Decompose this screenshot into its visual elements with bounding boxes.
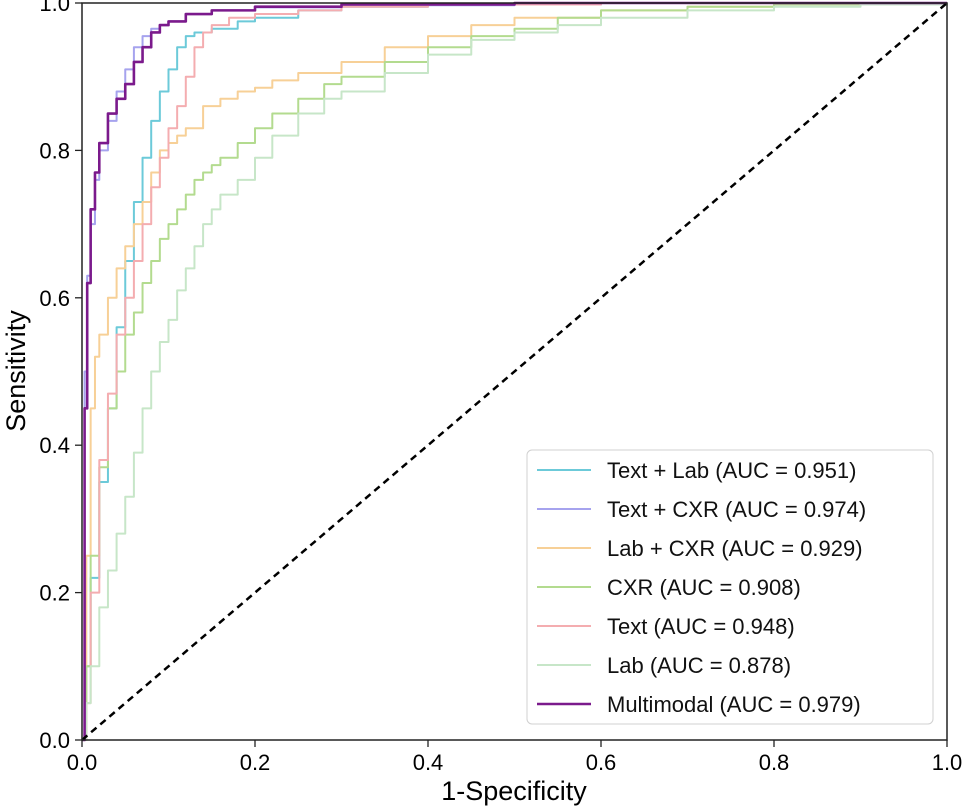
legend: Text + Lab (AUC = 0.951) Text + CXR (AUC … bbox=[526, 449, 934, 725]
legend-label-cxr: CXR (AUC = 0.908) bbox=[607, 575, 801, 600]
legend-label-text-lab: Text + Lab (AUC = 0.951) bbox=[607, 458, 856, 483]
legend-box bbox=[526, 449, 934, 725]
roc-line-lab-cxr bbox=[82, 3, 948, 741]
legend-label-lab-cxr: Lab + CXR (AUC = 0.929) bbox=[607, 536, 863, 561]
x-tick-label: 0.0 bbox=[67, 750, 98, 775]
plot-series-group bbox=[82, 1, 948, 742]
y-axis-label: Sensitivity bbox=[1, 310, 31, 432]
y-tick-label: 0.8 bbox=[39, 138, 70, 163]
y-tick-label: 0.6 bbox=[39, 286, 70, 311]
x-tick-label: 0.6 bbox=[586, 750, 617, 775]
legend-label-text: Text (AUC = 0.948) bbox=[607, 614, 795, 639]
roc-line-lab bbox=[82, 3, 948, 741]
x-tick-label: 0.8 bbox=[759, 750, 790, 775]
legend-items-group: Text + Lab (AUC = 0.951) Text + CXR (AUC … bbox=[537, 458, 866, 717]
x-tick-label: 1.0 bbox=[932, 750, 963, 775]
chance-diagonal-group bbox=[81, 2, 948, 741]
x-axis-label: 1-Specificity bbox=[441, 776, 587, 806]
roc-line-text bbox=[82, 2, 947, 741]
y-tick-label: 0.4 bbox=[39, 433, 70, 458]
legend-label-lab: Lab (AUC = 0.878) bbox=[607, 653, 791, 678]
legend-label-multimodal: Multimodal (AUC = 0.979) bbox=[607, 692, 861, 717]
chance-diagonal-line bbox=[81, 2, 948, 741]
y-tick-label: 1.0 bbox=[39, 0, 70, 16]
y-tick-label: 0.0 bbox=[39, 728, 70, 753]
y-tick-label: 0.2 bbox=[39, 581, 70, 606]
x-tick-label: 0.2 bbox=[240, 750, 271, 775]
roc-line-multimodal bbox=[82, 1, 947, 742]
axis-ticks-group: 0.0 0.2 0.4 0.6 0.8 1.0 0.0 0.2 0.4 0.6 0.8 1.0 bbox=[39, 0, 962, 775]
plot-frame bbox=[81, 2, 948, 741]
x-tick-label: 0.4 bbox=[413, 750, 444, 775]
legend-label-text-cxr: Text + CXR (AUC = 0.974) bbox=[607, 497, 866, 522]
